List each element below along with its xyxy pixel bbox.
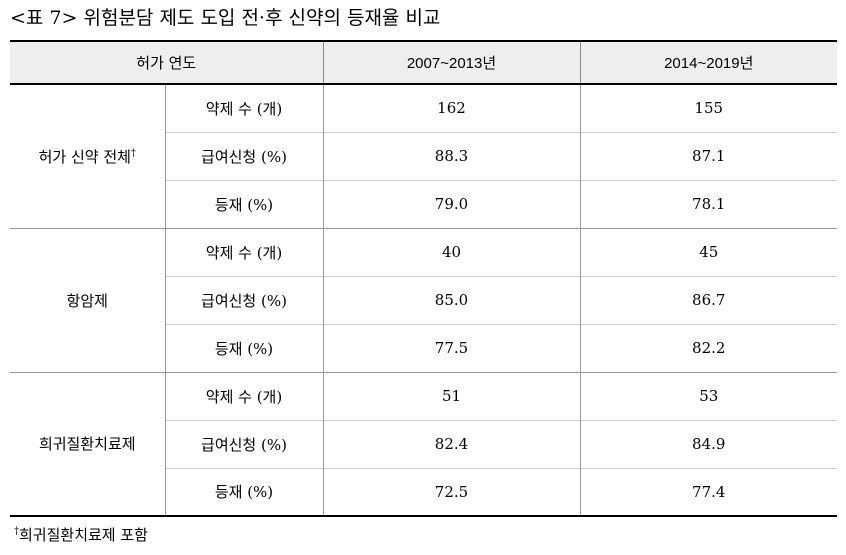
- header-period-2007-2013: 2007~2013년: [322, 40, 580, 85]
- row-label: 급여신청 (%): [164, 275, 323, 324]
- row-label: 등재 (%): [164, 467, 323, 517]
- group-label-anticancer: 항암제: [10, 227, 165, 372]
- table-row: 등재 (%) 77.5 82.2: [10, 323, 837, 372]
- row-label: 급여신청 (%): [164, 419, 323, 468]
- cell-value: 155: [579, 84, 837, 132]
- cell-value: 82.2: [579, 323, 837, 372]
- table-title: <표 7> 위험분담 제도 도입 전·후 신약의 등재율 비교: [10, 7, 441, 29]
- cell-value: 72.5: [322, 467, 580, 517]
- header-row: 허가 연도 2007~2013년 2014~2019년: [10, 40, 837, 85]
- row-label: 등재 (%): [164, 323, 323, 372]
- cell-value: 79.0: [322, 179, 580, 228]
- cell-value: 45: [579, 227, 837, 276]
- table-row: 항암제 약제 수 (개) 40 45: [10, 227, 837, 372]
- table-row: 급여신청 (%) 85.0 86.7: [10, 275, 837, 324]
- comparison-table: 허가 연도 2007~2013년 2014~2019년 허가 신약 전체† 약제…: [10, 40, 837, 517]
- table-row: 허가 신약 전체† 약제 수 (개) 162 155: [10, 84, 837, 166]
- cell-value: 78.1: [579, 179, 837, 228]
- cell-value: 53: [579, 371, 837, 420]
- row-label: 약제 수 (개): [164, 227, 323, 276]
- header-period-2014-2019: 2014~2019년: [579, 40, 837, 85]
- footnote: †희귀질환치료제 포함: [14, 524, 148, 545]
- cell-value: 77.5: [322, 323, 580, 372]
- row-label: 급여신청 (%): [164, 131, 323, 180]
- dagger-mark: †: [130, 147, 136, 159]
- footnote-text: 희귀질환치료제 포함: [19, 526, 148, 544]
- group-label-rare-disease: 희귀질환치료제: [10, 371, 165, 517]
- cell-value: 86.7: [579, 275, 837, 324]
- table-row: 희귀질환치료제 약제 수 (개) 51 53: [10, 371, 837, 517]
- cell-value: 87.1: [579, 131, 837, 180]
- group-name: 허가 신약 전체: [38, 147, 131, 166]
- table-row: 급여신청 (%) 88.3 87.1: [10, 131, 837, 180]
- cell-value: 85.0: [322, 275, 580, 324]
- table-row: 등재 (%) 79.0 78.1: [10, 179, 837, 228]
- cell-value: 40: [322, 227, 580, 276]
- row-label: 등재 (%): [164, 179, 323, 228]
- table-row: 등재 (%) 72.5 77.4: [10, 467, 837, 517]
- cell-value: 77.4: [579, 467, 837, 517]
- cell-value: 51: [322, 371, 580, 420]
- table-row: 급여신청 (%) 82.4 84.9: [10, 419, 837, 468]
- header-approval-year: 허가 연도: [10, 40, 323, 85]
- cell-value: 88.3: [322, 131, 580, 180]
- cell-value: 162: [322, 84, 580, 132]
- cell-value: 82.4: [322, 419, 580, 468]
- cell-value: 84.9: [579, 419, 837, 468]
- row-label: 약제 수 (개): [164, 84, 323, 132]
- group-label-all-new-drugs: 허가 신약 전체†: [10, 84, 165, 228]
- footnote-dagger-mark: †: [14, 526, 19, 537]
- row-label: 약제 수 (개): [164, 371, 323, 420]
